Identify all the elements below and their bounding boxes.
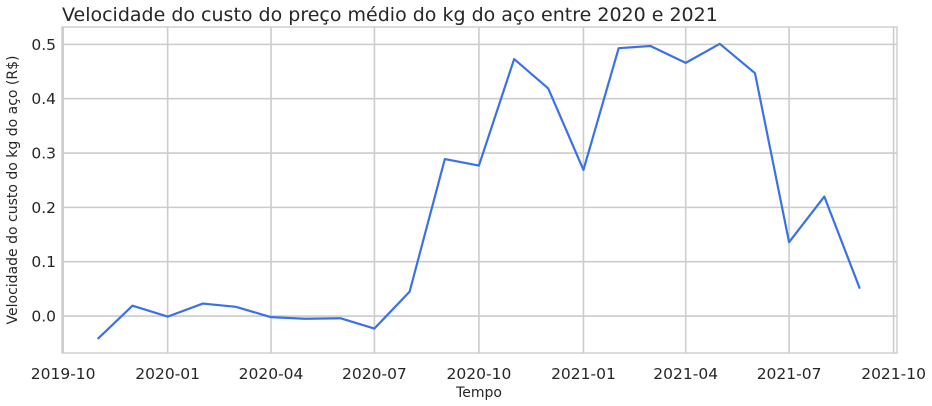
chart-title: Velocidade do custo do preço médio do kg… xyxy=(62,4,718,26)
x-tick-label: 2021-10 xyxy=(861,365,926,383)
y-axis-label: Velocidade do custo do kg do aço (R$) xyxy=(5,56,21,325)
x-tick-label: 2020-01 xyxy=(135,365,200,383)
x-tick-label: 2021-04 xyxy=(653,365,718,383)
y-tick-label: 0.5 xyxy=(31,36,56,54)
x-tick-label: 2021-07 xyxy=(757,365,822,383)
x-axis-label: Tempo xyxy=(455,385,502,401)
y-tick-label: 0.3 xyxy=(31,145,56,163)
series-layer xyxy=(97,42,861,340)
y-tick-label: 0.0 xyxy=(31,308,56,326)
series-line xyxy=(97,42,861,340)
y-axis-ticks: 0.0 0.1 0.2 0.3 0.4 0.5 xyxy=(31,36,56,326)
plot-frame xyxy=(61,26,898,354)
x-axis-ticks: 2019-10 2020-01 2020-04 2020-07 2020-10 2021-… xyxy=(31,365,926,383)
y-tick-label: 0.1 xyxy=(31,253,56,271)
grid-lines xyxy=(62,27,897,353)
x-tick-label: 2020-07 xyxy=(342,365,407,383)
x-tick-label: 2020-04 xyxy=(239,365,304,383)
y-tick-label: 0.2 xyxy=(31,199,56,217)
x-tick-label: 2020-10 xyxy=(447,365,512,383)
x-tick-label: 2019-10 xyxy=(31,365,96,383)
x-tick-label: 2021-01 xyxy=(551,365,616,383)
y-tick-label: 0.4 xyxy=(31,90,56,108)
